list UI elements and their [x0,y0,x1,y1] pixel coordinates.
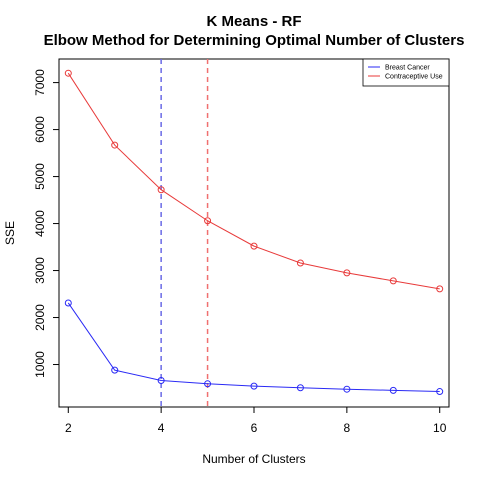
series-0-point-1 [111,366,119,374]
y-tick-label-4: 5000 [33,163,47,190]
x-axis: 2 4 6 8 10 [65,406,447,435]
series-1-point-2 [157,186,165,194]
series-0-point-2 [157,376,165,384]
series-0-point-7 [389,386,397,394]
series-0-point-5 [296,384,304,392]
reference-lines [160,59,209,407]
y-tick-label-6: 7000 [33,69,47,96]
y-axis-label: SSE [3,221,17,245]
x-tick-label-1: 4 [158,421,165,435]
series-1-point-3 [204,217,212,225]
x-tick-label-0: 2 [65,421,72,435]
x-axis-label: Number of Clusters [202,452,305,466]
plot-frame [58,58,450,408]
y-tick-label-5: 6000 [33,116,47,143]
y-tick-label-2: 3000 [33,257,47,284]
series-1-point-1 [111,141,119,149]
x-tick-label-4: 10 [433,421,447,435]
series-group [64,69,444,396]
series-line-0 [67,302,440,393]
series-1-point-7 [389,277,397,285]
y-tick-label-1: 2000 [33,304,47,331]
series-0-point-6 [343,385,351,393]
series-1-point-4 [250,242,258,250]
series-0-point-3 [204,380,212,388]
y-tick-label-3: 4000 [33,210,47,237]
y-axis: 1000 2000 3000 4000 5000 6000 7000 [33,69,60,378]
x-tick-label-2: 6 [251,421,258,435]
series-line-1 [67,72,440,290]
chart-title: K Means - RF [206,13,301,30]
y-tick-label-0: 1000 [33,351,47,378]
legend-label-0: Breast Cancer [385,65,430,72]
series-0-point-8 [436,388,444,396]
series-1-point-8 [436,285,444,293]
legend-box [362,58,450,87]
series-0-point-0 [64,299,72,307]
series-1-point-0 [64,69,72,77]
series-0-point-4 [250,382,258,390]
legend: Breast Cancer Contraceptive Use [362,58,450,87]
x-tick-label-3: 8 [344,421,351,435]
series-1-point-6 [343,269,351,277]
legend-label-1: Contraceptive Use [385,74,443,81]
series-1-point-5 [296,259,304,267]
chart-subtitle: Elbow Method for Determining Optimal Num… [44,32,465,49]
